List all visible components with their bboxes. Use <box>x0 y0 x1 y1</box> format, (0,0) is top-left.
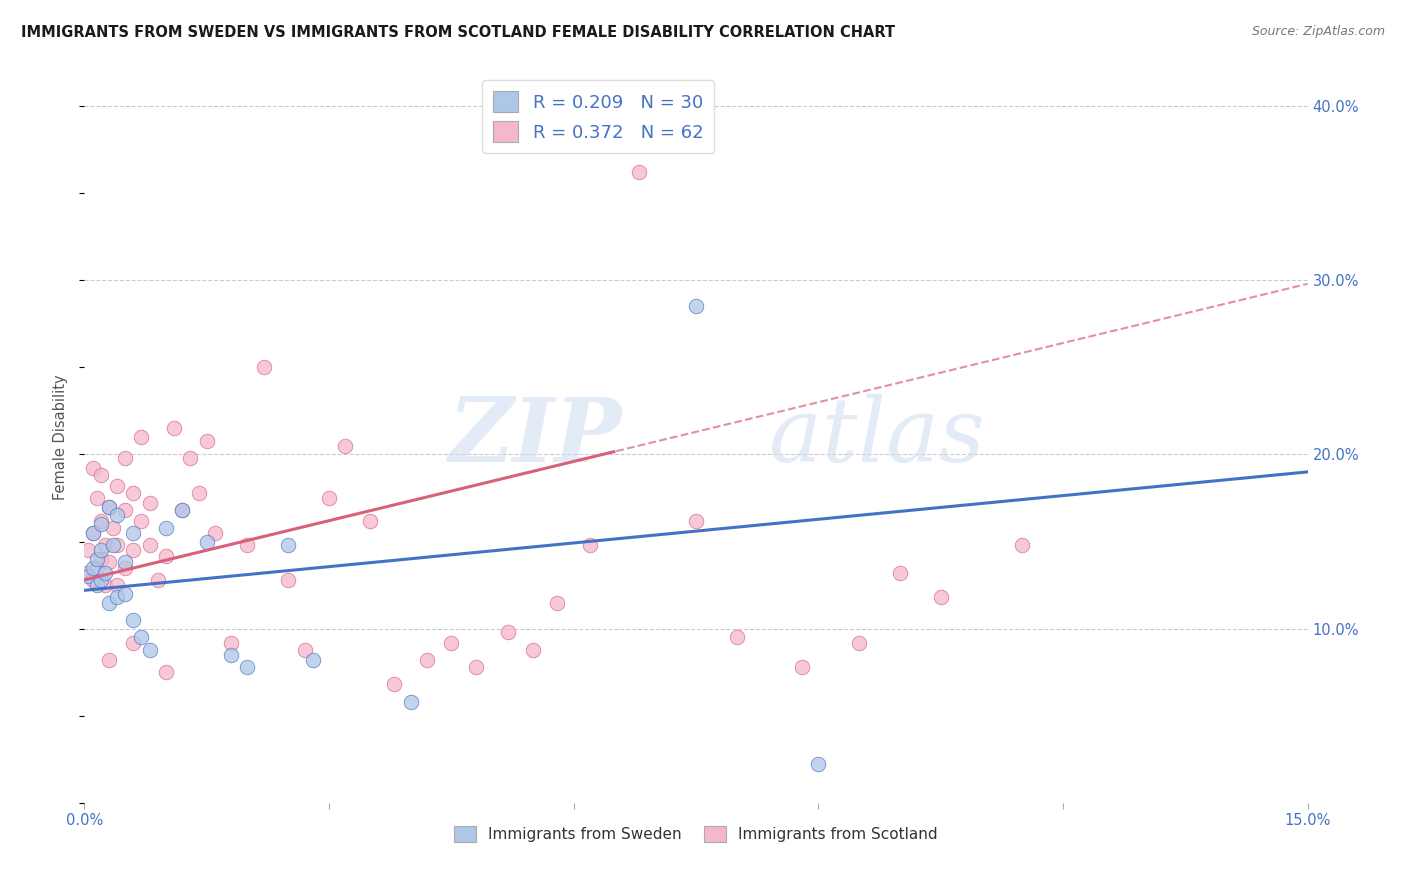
Point <box>685 300 707 314</box>
Point <box>86 560 108 574</box>
Point <box>204 525 226 540</box>
Text: IMMIGRANTS FROM SWEDEN VS IMMIGRANTS FROM SCOTLAND FEMALE DISABILITY CORRELATION: IMMIGRANTS FROM SWEDEN VS IMMIGRANTS FRO… <box>21 25 896 40</box>
Point <box>416 653 439 667</box>
Point <box>172 503 194 517</box>
Point <box>105 578 128 592</box>
Point <box>725 631 748 645</box>
Point <box>195 534 218 549</box>
Point <box>187 485 209 500</box>
Point <box>90 468 112 483</box>
Point <box>146 573 169 587</box>
Point <box>114 503 136 517</box>
Point <box>131 631 153 645</box>
Point <box>82 573 104 587</box>
Point <box>131 514 153 528</box>
Text: Source: ZipAtlas.com: Source: ZipAtlas.com <box>1251 25 1385 38</box>
Point <box>82 525 104 540</box>
Point <box>277 538 299 552</box>
Point <box>163 421 186 435</box>
Point <box>179 450 201 465</box>
Point <box>122 543 145 558</box>
Point <box>138 538 160 552</box>
Point <box>172 503 194 517</box>
Point <box>685 514 707 528</box>
Point <box>277 573 299 587</box>
Point <box>93 566 115 580</box>
Point <box>236 538 259 552</box>
Point <box>122 485 145 500</box>
Point <box>219 648 242 662</box>
Point <box>399 695 422 709</box>
Point <box>122 613 145 627</box>
Point <box>131 430 153 444</box>
Point <box>440 635 463 649</box>
Point <box>522 642 544 657</box>
Point <box>155 521 177 535</box>
Point <box>101 521 124 535</box>
Point <box>301 653 323 667</box>
Point <box>122 635 145 649</box>
Point <box>76 566 98 580</box>
Point <box>97 500 120 514</box>
Point <box>1011 538 1033 552</box>
Point <box>93 578 115 592</box>
Point <box>82 461 104 475</box>
Point <box>318 491 340 505</box>
Point <box>294 642 316 657</box>
Point <box>90 573 112 587</box>
Point <box>253 360 276 375</box>
Point <box>114 450 136 465</box>
Point <box>546 595 568 609</box>
Point <box>97 500 120 514</box>
Point <box>236 660 259 674</box>
Point <box>929 591 952 605</box>
Point <box>382 677 405 691</box>
Point <box>101 538 124 552</box>
Point <box>807 757 830 772</box>
Point <box>219 635 242 649</box>
Point <box>359 514 381 528</box>
Text: atlas: atlas <box>769 393 986 481</box>
Point <box>114 560 136 574</box>
Point <box>77 543 100 558</box>
Point <box>579 538 602 552</box>
Point <box>105 538 128 552</box>
Point <box>105 479 128 493</box>
Point <box>86 552 108 566</box>
Point <box>464 660 486 674</box>
Point <box>498 625 520 640</box>
Point <box>155 549 177 563</box>
Point <box>93 538 115 552</box>
Point <box>97 595 120 609</box>
Point <box>105 508 128 523</box>
Point <box>114 587 136 601</box>
Point <box>90 517 112 532</box>
Point <box>90 543 112 558</box>
Point <box>82 560 104 574</box>
Point <box>77 569 100 583</box>
Text: ZIP: ZIP <box>449 394 623 480</box>
Point <box>97 653 120 667</box>
Point <box>90 514 112 528</box>
Point <box>155 665 177 680</box>
Point <box>122 525 145 540</box>
Point <box>82 525 104 540</box>
Legend: Immigrants from Sweden, Immigrants from Scotland: Immigrants from Sweden, Immigrants from … <box>447 819 945 850</box>
Point <box>86 491 108 505</box>
Point <box>790 660 813 674</box>
Point <box>195 434 218 448</box>
Point <box>90 552 112 566</box>
Y-axis label: Female Disability: Female Disability <box>53 375 69 500</box>
Point <box>889 566 911 580</box>
Point <box>138 496 160 510</box>
Point <box>138 642 160 657</box>
Point <box>97 556 120 570</box>
Point <box>627 165 650 179</box>
Point <box>86 578 108 592</box>
Point <box>105 591 128 605</box>
Point <box>848 635 870 649</box>
Point <box>114 556 136 570</box>
Point <box>335 439 357 453</box>
